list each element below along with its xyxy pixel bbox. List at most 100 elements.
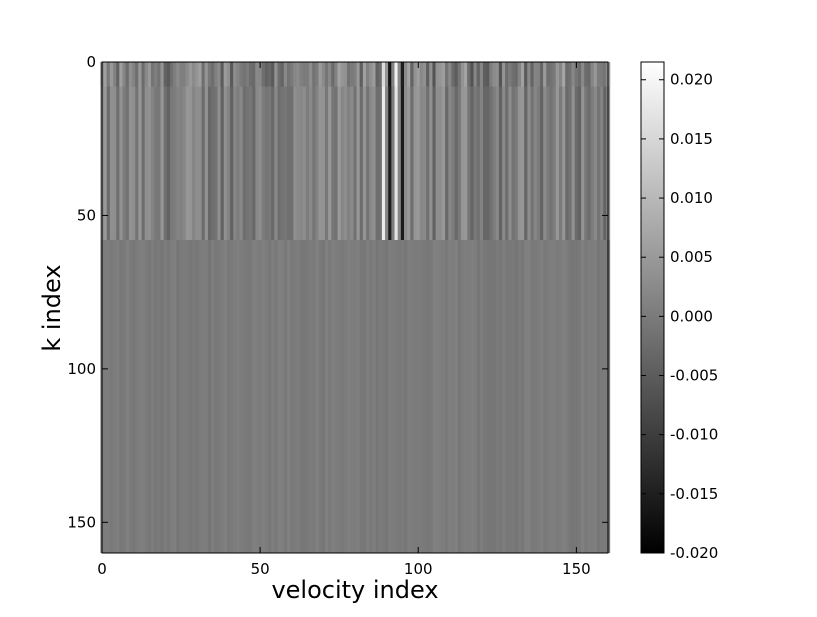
heatmap-cell — [179, 62, 184, 87]
x-tick-label: 100 — [404, 560, 433, 578]
heatmap-cell — [290, 239, 294, 554]
heatmap-cell — [138, 62, 143, 87]
heatmap-cell — [176, 239, 181, 554]
heatmap-cell — [454, 239, 459, 554]
heatmap-cell — [372, 62, 377, 87]
heatmap-cell — [543, 62, 547, 240]
heatmap-cell — [540, 62, 544, 240]
heatmap-cell — [372, 239, 377, 554]
heatmap-cell — [195, 62, 200, 87]
heatmap-cell — [521, 62, 525, 240]
heatmap-cell — [160, 62, 165, 240]
heatmap-cell — [274, 62, 279, 240]
heatmap-cell — [426, 239, 430, 554]
heatmap-cell — [391, 62, 396, 240]
heatmap-cell — [590, 62, 595, 240]
heatmap-cell — [362, 62, 367, 240]
heatmap-cell — [302, 62, 307, 240]
heatmap-cell — [264, 62, 269, 87]
heatmap-cell — [492, 62, 497, 87]
heatmap-cell — [280, 62, 285, 240]
heatmap-cell — [296, 62, 301, 87]
heatmap-cell — [410, 62, 415, 87]
heatmap-cell — [255, 62, 260, 87]
heatmap-cell — [445, 62, 449, 240]
heatmap-cell — [438, 239, 443, 554]
heatmap-cell — [312, 62, 317, 87]
heatmap-cell — [233, 62, 237, 240]
heatmap-cell — [188, 62, 193, 240]
heatmap-cell — [596, 62, 601, 87]
heatmap-cell — [223, 62, 228, 240]
heatmap-cell — [536, 239, 541, 554]
heatmap-cell — [106, 62, 111, 240]
heatmap-cell — [508, 239, 513, 554]
heatmap-cell — [385, 62, 389, 240]
heatmap-cell — [577, 62, 582, 240]
heatmap-cell — [125, 239, 130, 554]
heatmap-cell — [204, 239, 209, 554]
heatmap-cell — [182, 62, 187, 87]
heatmap-cell — [125, 62, 130, 87]
x-axis-label: velocity index — [271, 576, 438, 604]
heatmap-cell — [242, 62, 247, 240]
heatmap-cell — [201, 239, 206, 554]
colorbar-tick-label: 0.015 — [670, 130, 713, 148]
heatmap-cell — [109, 62, 114, 87]
heatmap-cell — [230, 239, 234, 554]
heatmap-cell — [296, 62, 301, 240]
heatmap-cell — [261, 239, 266, 554]
heatmap-cell — [435, 239, 440, 554]
heatmap-cell — [426, 62, 430, 240]
heatmap-cell — [600, 62, 604, 87]
heatmap-cell — [258, 62, 263, 87]
heatmap-cell — [277, 62, 282, 240]
heatmap-cell — [479, 62, 484, 87]
heatmap-cell — [429, 62, 434, 240]
heatmap-cell — [416, 62, 421, 87]
colorbar-tick-label: 0.005 — [670, 248, 713, 266]
heatmap-cell — [340, 239, 345, 554]
heatmap-cell — [600, 62, 604, 240]
heatmap-cell — [347, 239, 351, 554]
heatmap-cell — [334, 62, 339, 87]
heatmap-cell — [416, 62, 421, 240]
heatmap-cell — [160, 239, 165, 554]
heatmap-cell — [147, 239, 152, 554]
heatmap-cell — [283, 62, 288, 87]
heatmap-cell — [362, 62, 367, 87]
heatmap-cell — [290, 62, 294, 240]
heatmap-cell — [220, 239, 225, 554]
heatmap-cell — [122, 62, 127, 87]
heatmap-cell — [517, 239, 522, 554]
heatmap-cell — [413, 62, 418, 240]
heatmap-cell — [404, 62, 408, 87]
heatmap-cell — [419, 62, 424, 87]
heatmap-cell — [185, 239, 190, 554]
heatmap-cell — [350, 239, 354, 554]
heatmap-cell — [214, 62, 219, 87]
heatmap-cell — [495, 239, 500, 554]
heatmap-cell — [268, 62, 272, 87]
heatmap-cell — [407, 62, 411, 240]
heatmap-cell — [451, 239, 456, 554]
heatmap-cell — [464, 62, 468, 240]
heatmap-cell — [505, 239, 509, 554]
heatmap-cell — [331, 62, 336, 87]
heatmap-cell — [157, 239, 162, 554]
heatmap-cell — [119, 62, 124, 240]
heatmap-cell — [154, 62, 158, 87]
heatmap-cell — [483, 62, 487, 87]
heatmap-cell — [299, 62, 304, 240]
heatmap-cell — [223, 239, 228, 554]
heatmap-cell — [239, 62, 244, 240]
heatmap-cell — [318, 62, 323, 240]
heatmap-cell — [584, 62, 589, 87]
heatmap-cell — [312, 239, 317, 554]
heatmap-cell — [337, 239, 342, 554]
heatmap-cell — [290, 62, 294, 87]
heatmap-cell — [347, 62, 351, 87]
heatmap-cell — [410, 62, 415, 240]
heatmap-cell — [233, 62, 237, 87]
heatmap-cell — [242, 62, 247, 87]
